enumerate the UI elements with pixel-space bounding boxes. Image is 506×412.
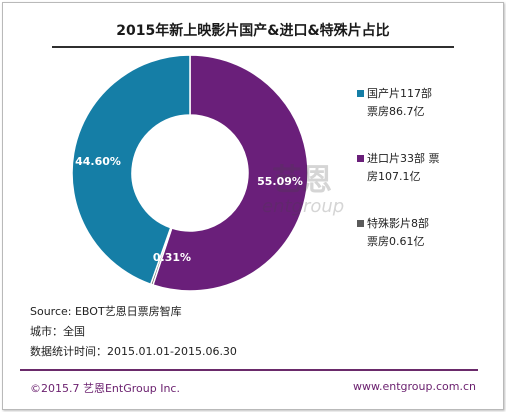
source-line: Source: EBOT艺恩日票房智库	[30, 305, 182, 318]
slice-label-imported: 55.09%	[257, 175, 303, 188]
footer-divider	[20, 369, 478, 371]
legend-item-imported: 进口片33部 票 房107.1亿	[357, 150, 467, 186]
legend-line1: 进口片33部 票	[367, 152, 440, 165]
square-swatch-icon	[357, 155, 364, 162]
watermark-logo-text: 艺恩	[272, 163, 332, 198]
legend-line2: 房107.1亿	[367, 170, 421, 183]
period-line: 数据统计时间：2015.01.01-2015.06.30	[30, 345, 237, 358]
square-swatch-icon	[357, 220, 364, 227]
city-line: 城市：全国	[30, 325, 85, 338]
legend-item-special: 特殊影片8部 票房0.61亿	[357, 215, 467, 251]
legend-line1: 国产片117部	[367, 87, 432, 100]
slice-domestic	[71, 54, 191, 286]
slice-label-special: 0.31%	[153, 251, 191, 264]
watermark: 艺恩 entgroup	[262, 163, 344, 217]
legend-item-domestic: 国产片117部 票房86.7亿	[357, 85, 467, 121]
chart-title: 2015年新上映影片国产&进口&特殊片占比	[116, 23, 390, 39]
legend-line2: 票房0.61亿	[367, 235, 425, 248]
legend-line1: 特殊影片8部	[367, 217, 429, 230]
donut-slices	[71, 54, 309, 292]
footer-website-link[interactable]: www.entgroup.com.cn	[353, 380, 476, 393]
title-underline	[52, 46, 454, 48]
watermark-sub-text: entgroup	[262, 196, 344, 217]
footer-copyright: ©2015.7 艺恩EntGroup Inc.	[30, 382, 180, 395]
slice-label-domestic: 44.60%	[75, 155, 121, 168]
square-swatch-icon	[357, 90, 364, 97]
slice-imported	[151, 54, 309, 292]
slice-labels: 55.09% 0.31% 44.60%	[75, 155, 303, 264]
legend-line2: 票房86.7亿	[367, 105, 425, 118]
